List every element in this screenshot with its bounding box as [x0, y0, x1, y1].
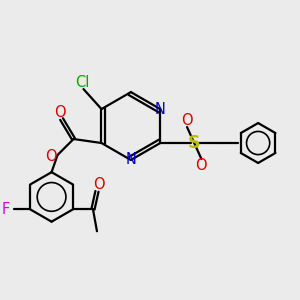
Text: N: N [125, 152, 136, 167]
Text: Cl: Cl [75, 75, 89, 90]
Text: O: O [45, 149, 57, 164]
Text: O: O [93, 177, 105, 192]
Text: S: S [188, 134, 200, 152]
Text: N: N [155, 102, 166, 117]
Text: O: O [54, 105, 66, 120]
Text: F: F [2, 202, 10, 217]
Text: O: O [196, 158, 207, 173]
Text: O: O [181, 113, 193, 128]
